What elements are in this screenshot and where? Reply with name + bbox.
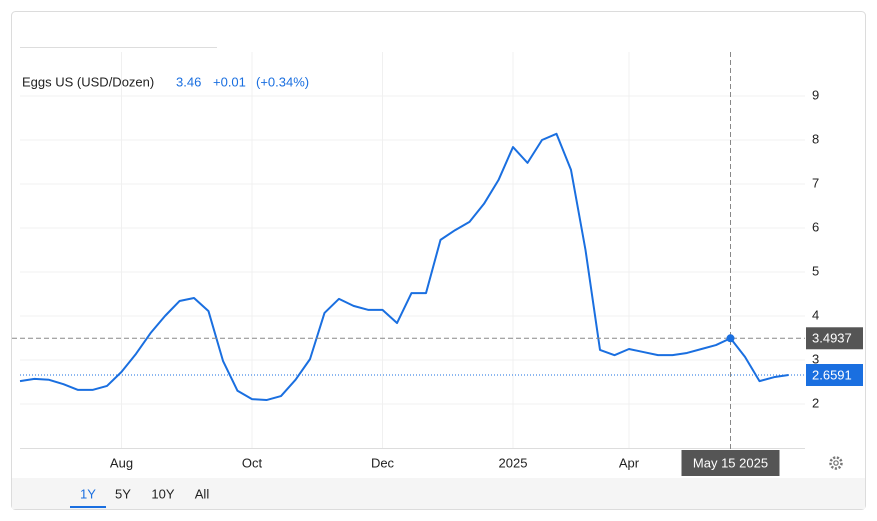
crosshair-date-box — [681, 450, 780, 476]
x-tick-label: Dec — [371, 455, 395, 470]
y-tick-label: 5 — [812, 263, 819, 278]
y-tick-label: 6 — [812, 219, 819, 234]
last-value-box — [806, 363, 863, 386]
frame — [11, 11, 866, 510]
y-tick-label: 3 — [812, 351, 819, 366]
change: +0.01 — [213, 74, 246, 89]
crosshair-value: 3.4937 — [812, 331, 852, 346]
crosshair-value-box — [806, 327, 863, 350]
y-tick-label: 2 — [812, 395, 819, 410]
last-value: 3.46 — [176, 74, 201, 89]
chart-title: Eggs US (USD/Dozen) — [22, 74, 154, 89]
settings-icon[interactable] — [829, 456, 843, 470]
x-tick-label: Aug — [110, 455, 133, 470]
range-button[interactable]: 1Y — [80, 486, 96, 501]
line — [19, 132, 789, 402]
range-button[interactable]: 5Y — [115, 486, 131, 501]
y-tick-label: 8 — [812, 131, 819, 146]
range-button[interactable]: 10Y — [151, 486, 174, 501]
crosshair-point — [726, 334, 735, 343]
crosshair-date: May 15 2025 — [693, 455, 768, 470]
x-tick-label: 2025 — [499, 455, 528, 470]
last-value-label: 2.6591 — [812, 367, 852, 382]
x-tick-label: Apr — [619, 455, 640, 470]
y-tick-label: 7 — [812, 175, 819, 190]
footer — [12, 478, 865, 509]
y-tick-label: 9 — [812, 87, 819, 102]
y-tick-label: 4 — [812, 307, 819, 322]
range-button[interactable]: All — [195, 486, 210, 501]
x-tick-label: Oct — [242, 455, 263, 470]
change-pct: (+0.34%) — [256, 74, 309, 89]
